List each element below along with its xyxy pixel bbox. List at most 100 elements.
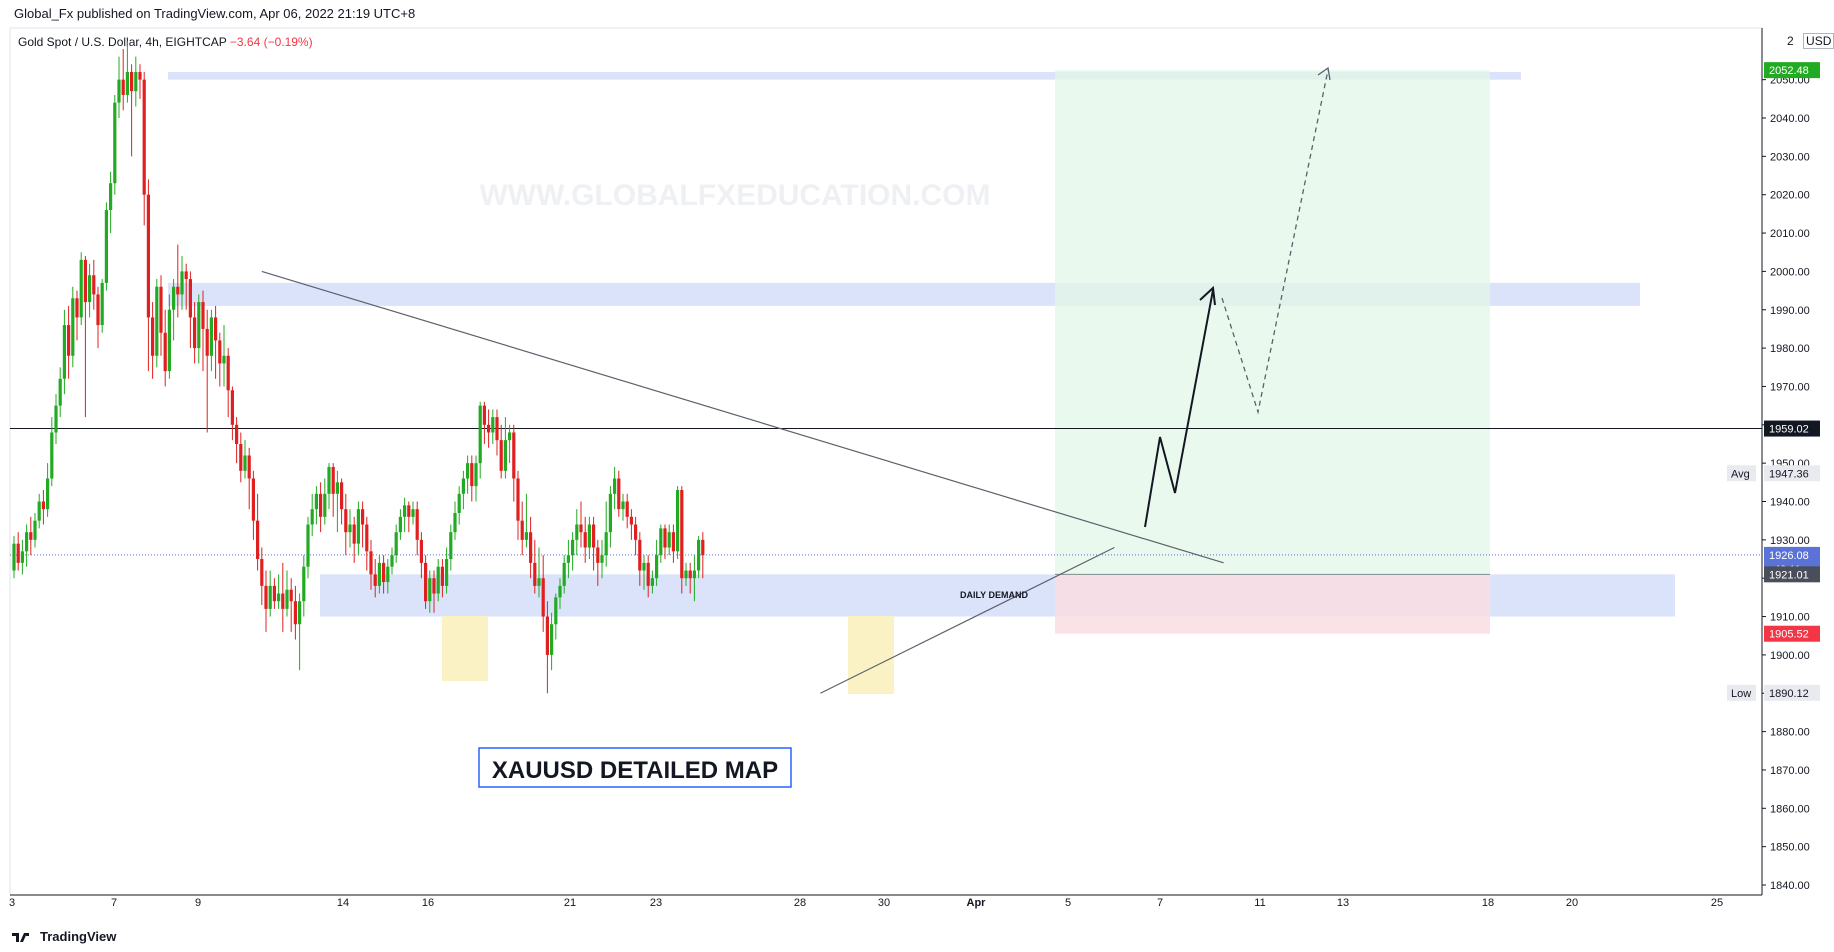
footer-brand: TradingView <box>40 929 117 944</box>
candle-body <box>256 520 260 560</box>
candle-body <box>617 478 621 510</box>
candle-body <box>579 524 583 533</box>
candle-body <box>415 509 419 540</box>
candle-body <box>285 589 289 609</box>
price-tag-text-avg: Avg <box>1731 468 1750 480</box>
candle-body <box>50 432 54 479</box>
candle-body <box>167 309 171 372</box>
time-tick-label: 5 <box>1065 897 1071 909</box>
candle-body <box>663 528 667 548</box>
candle-body <box>12 543 16 571</box>
candle-body <box>197 302 201 349</box>
candle-body <box>701 539 705 556</box>
time-tick-label: 16 <box>422 897 434 909</box>
candle-body <box>323 493 327 517</box>
candle-body <box>407 505 411 517</box>
candle-body <box>62 325 66 379</box>
candle-body <box>113 102 117 184</box>
price-label-text-stop: 1905.52 <box>1769 629 1809 641</box>
candle-body <box>302 566 306 602</box>
candle-body <box>613 478 617 494</box>
price-tick-label: 2040.00 <box>1770 113 1810 125</box>
candle-body <box>684 570 688 579</box>
candle-body <box>659 528 663 556</box>
price-label-text-target: 2052.48 <box>1769 65 1809 77</box>
candle-body <box>575 524 579 540</box>
candle-body <box>520 520 524 540</box>
candle-body <box>92 275 96 295</box>
candle-body <box>247 455 251 479</box>
candle-body <box>419 539 423 563</box>
candle-body <box>340 482 344 510</box>
candle-body <box>184 271 188 280</box>
tradingview-footer[interactable]: TradingView <box>12 929 116 944</box>
candle-body <box>201 302 205 329</box>
candle-body <box>71 298 75 356</box>
candle-body <box>382 562 386 583</box>
candle-body <box>529 532 533 563</box>
time-tick-label: 30 <box>878 897 890 909</box>
candle-body <box>680 489 684 579</box>
candle-body <box>272 585 276 602</box>
candle-body <box>667 532 671 548</box>
candle-body <box>508 432 512 441</box>
candle-body <box>20 551 24 563</box>
candle-body <box>592 524 596 548</box>
time-tick-label: 13 <box>1337 897 1349 909</box>
candle-body <box>277 593 281 602</box>
trendline-descending-resistance <box>261 270 1224 564</box>
candle-body <box>361 509 365 525</box>
candle-body <box>117 79 121 103</box>
price-label-stop <box>1764 625 1820 642</box>
price-label-target <box>1764 62 1820 79</box>
price-label-text-low: 1890.12 <box>1769 688 1809 700</box>
candle-body <box>365 524 369 552</box>
candle-body <box>260 559 264 586</box>
publish-header: Global_Fx published on TradingView.com, … <box>14 6 416 21</box>
currency-selector[interactable]: USD <box>1803 33 1834 49</box>
candle-body <box>16 543 20 563</box>
candle-body <box>58 378 62 406</box>
symbol-legend[interactable]: Gold Spot / U.S. Dollar, 4h, EIGHTCAP −3… <box>18 35 313 49</box>
candle-body <box>46 478 50 510</box>
candle-body <box>79 259 83 318</box>
candle-body <box>193 317 197 349</box>
scale-controls[interactable]: 2 USD 0 <box>1785 33 1834 49</box>
scale-a[interactable]: 2 <box>1787 34 1794 48</box>
time-tick-label: Apr <box>967 897 987 909</box>
candle-body <box>545 616 549 655</box>
candle-body <box>251 478 255 521</box>
candle-body <box>75 298 79 318</box>
candle-body <box>625 501 629 517</box>
price-label-text-avg: 1947.36 <box>1769 468 1809 480</box>
candle-body <box>411 509 415 517</box>
candle-body <box>138 71 142 80</box>
candle-body <box>268 585 272 609</box>
candle-body <box>440 566 444 586</box>
candle-body <box>499 440 503 471</box>
chart-title: XAUUSD DETAILED MAP <box>492 757 778 784</box>
time-tick-label: 18 <box>1482 897 1494 909</box>
candle-body <box>319 493 323 517</box>
candle-body <box>428 578 432 602</box>
watermark-text: WWW.GLOBALFXEDUCATION.COM <box>479 179 990 212</box>
candle-body <box>369 551 373 575</box>
time-tick-label: 11 <box>1254 897 1265 909</box>
candle-body <box>293 601 297 625</box>
candle-body <box>373 574 377 586</box>
candle-body <box>449 532 453 560</box>
candle-body <box>377 562 381 586</box>
candle-body <box>209 317 213 356</box>
tradingview-logo-icon <box>12 932 29 942</box>
candle-body <box>655 555 659 579</box>
candle-body <box>436 566 440 594</box>
candle-body <box>642 562 646 571</box>
candle-body <box>587 524 591 548</box>
candle-body <box>25 532 29 552</box>
candle-body <box>335 482 339 494</box>
candle-body <box>596 547 600 563</box>
candle-body <box>398 516 402 533</box>
candle-body <box>478 405 482 464</box>
time-tick-label: 28 <box>794 897 806 909</box>
